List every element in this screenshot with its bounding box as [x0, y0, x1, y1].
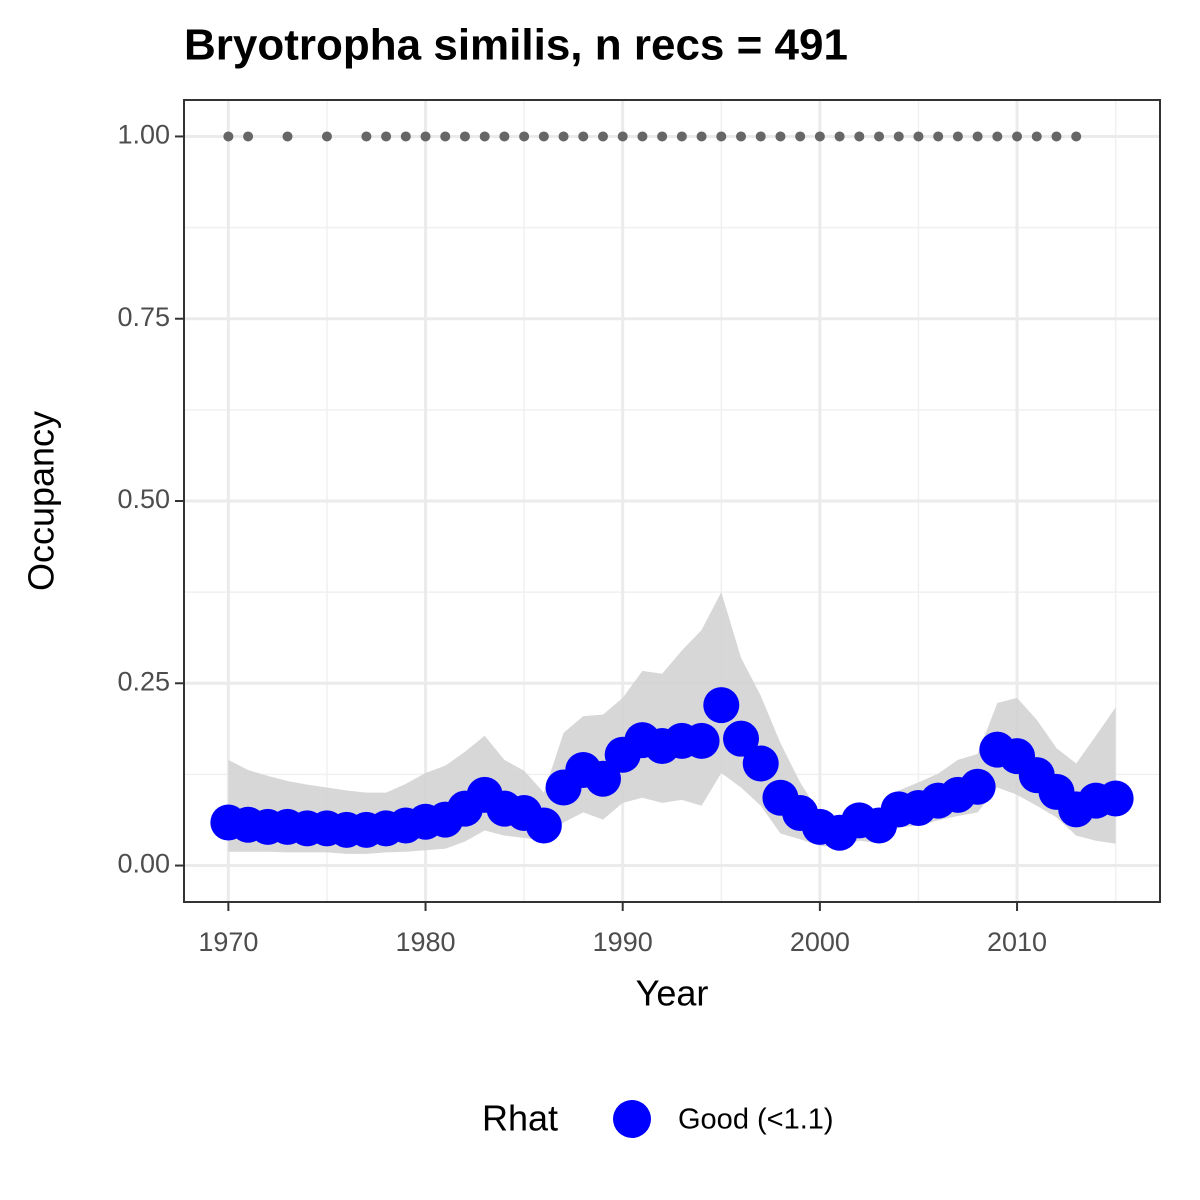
record-point — [637, 131, 648, 142]
record-point — [1031, 131, 1042, 142]
record-point — [1071, 131, 1082, 142]
record-point — [893, 131, 904, 142]
record-point — [874, 131, 885, 142]
record-point — [538, 131, 549, 142]
y-tick-label: 0.50 — [117, 484, 170, 514]
record-point — [676, 131, 687, 142]
record-point — [952, 131, 963, 142]
point — [959, 768, 996, 805]
legend-label: Good (<1.1) — [678, 1104, 834, 1136]
legend-key — [613, 1100, 651, 1138]
y-tick-label: 0.75 — [117, 302, 170, 332]
confidence-ribbon — [228, 592, 1116, 854]
record-point — [657, 131, 668, 142]
record-point — [519, 131, 530, 142]
record-point — [716, 131, 727, 142]
y-tick-label: 0.25 — [117, 666, 170, 696]
point — [525, 807, 562, 844]
record-point — [479, 131, 490, 142]
x-axis-title: Year — [636, 973, 709, 1014]
record-point — [834, 131, 845, 142]
x-tick-label: 2000 — [790, 927, 850, 957]
record-point — [440, 131, 451, 142]
record-point — [913, 131, 924, 142]
record-point — [933, 131, 944, 142]
record-point — [282, 131, 293, 142]
record-point — [499, 131, 510, 142]
y-tick-label: 1.00 — [117, 120, 170, 150]
record-point — [578, 131, 589, 142]
record-point — [617, 131, 628, 142]
record-point — [696, 131, 707, 142]
record-point — [361, 131, 372, 142]
record-point — [736, 131, 747, 142]
record-point — [1012, 131, 1023, 142]
y-tick-label: 0.00 — [117, 849, 170, 879]
legend-title: Rhat — [482, 1098, 558, 1139]
record-point — [814, 131, 825, 142]
record-point — [243, 131, 254, 142]
point — [584, 760, 621, 797]
record-point — [223, 131, 234, 142]
record-point — [795, 131, 806, 142]
point — [703, 687, 740, 724]
record-point — [459, 131, 470, 142]
record-point — [558, 131, 569, 142]
record-point — [381, 131, 392, 142]
x-tick-label: 1980 — [395, 927, 455, 957]
x-tick-label: 1970 — [198, 927, 258, 957]
record-point — [400, 131, 411, 142]
x-tick-label: 2010 — [987, 927, 1047, 957]
point — [742, 745, 779, 782]
record-point — [775, 131, 786, 142]
plot-border — [183, 99, 1161, 903]
record-point — [1051, 131, 1062, 142]
point — [723, 720, 760, 757]
point — [683, 722, 720, 759]
point — [1097, 780, 1134, 817]
record-point — [597, 131, 608, 142]
record-point — [972, 131, 983, 142]
record-point — [321, 131, 332, 142]
record-point — [992, 131, 1003, 142]
record-point — [420, 131, 431, 142]
record-point — [755, 131, 766, 142]
record-point — [854, 131, 865, 142]
chart-title: Bryotropha similis, n recs = 491 — [184, 21, 848, 70]
x-tick-label: 1990 — [593, 927, 653, 957]
y-axis-title: Occupancy — [21, 411, 62, 591]
